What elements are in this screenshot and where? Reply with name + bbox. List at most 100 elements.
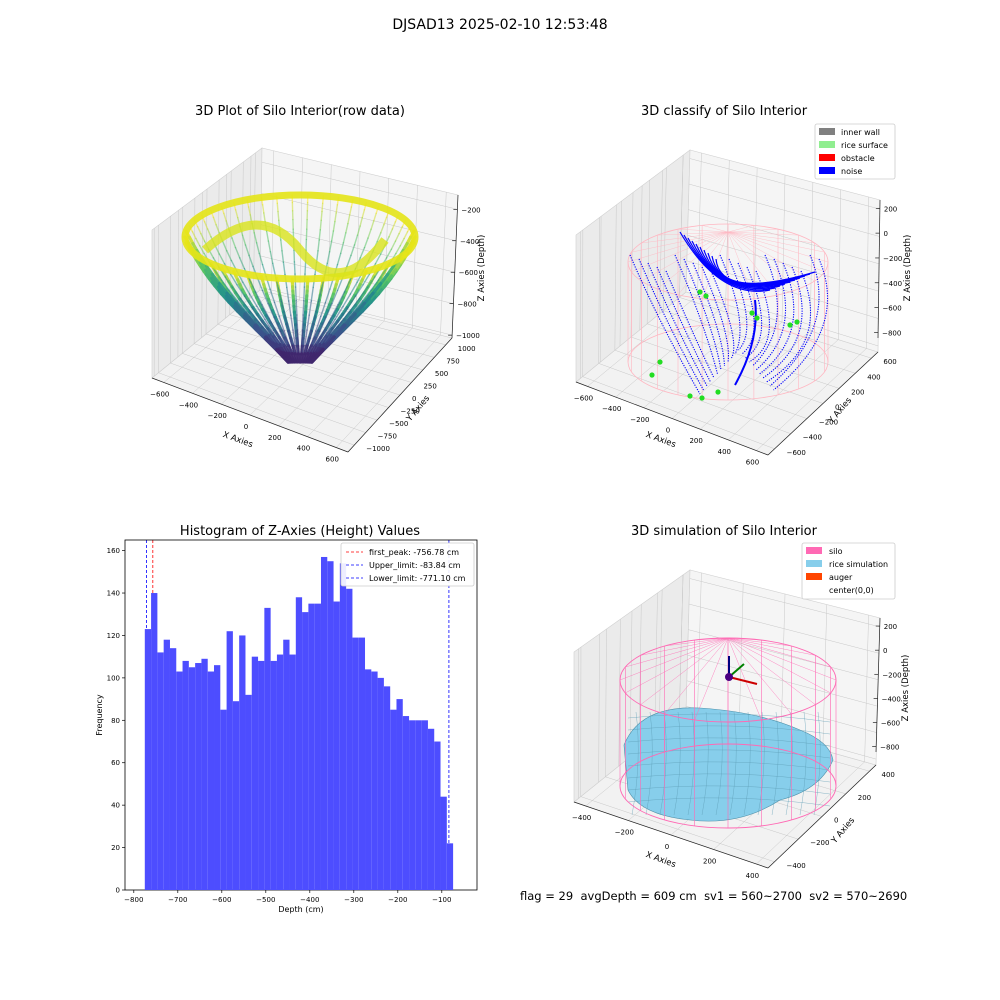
plot1-scan-segment xyxy=(303,286,306,302)
plot1-scan-segment xyxy=(203,221,209,230)
plot1-scan-segment xyxy=(336,252,342,266)
plot1-scan-segment xyxy=(256,305,266,320)
plot1-scan-segment xyxy=(337,291,346,306)
plot1-scan-segment xyxy=(279,346,291,363)
plot1-scan-segment xyxy=(195,237,201,247)
plot4-rice-mesh xyxy=(673,711,681,816)
plot1-scan-segment xyxy=(342,232,347,244)
plot3-bar xyxy=(346,588,353,890)
plot3-y-tick-label: 60 xyxy=(111,759,120,767)
plot2-z-tick-label: 200 xyxy=(884,205,897,213)
plot1-scan-segment xyxy=(332,220,336,232)
plot3-x-tick-label: −700 xyxy=(168,896,187,904)
plot1-scan-segment xyxy=(386,264,396,277)
plot1-scan-segment xyxy=(295,300,298,316)
plot2-x-tick-label: 600 xyxy=(746,459,759,467)
plot1-scan-segment xyxy=(242,281,251,295)
plot2-noise-curve xyxy=(734,299,757,386)
plot1-scan-segment xyxy=(292,329,296,347)
plot3-bar xyxy=(163,639,170,890)
plot2-rice-point xyxy=(703,293,709,299)
plot4-silo-roof xyxy=(625,637,729,668)
plot1-scan-segment xyxy=(233,304,247,318)
plot1-scan-segment xyxy=(228,289,239,302)
plot1-scan-segment xyxy=(210,276,221,289)
plot1-scan-segment xyxy=(296,314,299,331)
plot1-scan-segment xyxy=(212,216,217,226)
plot3-bars xyxy=(144,556,454,890)
plot4-silo-roof xyxy=(727,637,762,641)
plot1-scan-segment xyxy=(253,323,268,339)
plot4-silo-roof xyxy=(619,637,729,681)
plot3-bar xyxy=(302,612,309,890)
plot1-scan-segment xyxy=(275,331,285,348)
plot1-scan-segment xyxy=(251,307,262,322)
plot1-scan-segment xyxy=(331,321,343,336)
plot1-scan-segment xyxy=(343,312,357,327)
plot4-legend-swatch xyxy=(806,573,822,580)
plot2-noise-curve xyxy=(755,258,787,371)
plot1-scan-segment xyxy=(395,244,401,255)
plot1-scan-segment xyxy=(332,323,347,339)
plot3-y-tick-label: 40 xyxy=(111,802,120,810)
plot4-rice-mesh xyxy=(631,711,639,816)
plot1-scan-segment xyxy=(335,204,339,214)
plot1-scan-segment xyxy=(273,316,281,333)
plot1-scan-segment xyxy=(361,298,372,310)
plot1-x-backgrid xyxy=(412,185,418,329)
plot3-y-tick-label: 100 xyxy=(107,674,120,682)
plot4-x-backgrid xyxy=(864,615,869,762)
plot2-noise-curve xyxy=(629,254,701,395)
plot2-legend: inner wall rice surface obstacle noise xyxy=(814,123,896,180)
plot1-y-gridline xyxy=(182,353,378,421)
plot1-y-tick-label: 500 xyxy=(435,370,448,378)
plot1-z-gridline xyxy=(261,161,458,210)
plot3-bar xyxy=(421,720,428,890)
plot1-scan-segment xyxy=(350,244,356,257)
plot1-scan-segment xyxy=(304,329,308,347)
plot3-bar xyxy=(182,660,189,890)
plot4-x-tick-label: 400 xyxy=(746,872,759,880)
plot1-scan-segment xyxy=(284,315,290,332)
plot4-silo-roof xyxy=(727,637,762,721)
plot3-bar xyxy=(239,635,246,890)
plot1-scan-segment xyxy=(277,210,280,222)
plot1-scan-segment xyxy=(304,345,312,363)
plot3-y-label: Frequency xyxy=(95,694,104,736)
plot1-scan-segment xyxy=(204,264,214,277)
plot1-scan-segment xyxy=(342,311,355,325)
plot1-scan-segment xyxy=(239,297,250,311)
plot3-bar xyxy=(207,671,215,890)
plot3-bar xyxy=(383,686,391,890)
plot4-z-tick-label: 0 xyxy=(883,647,887,655)
plot3-legend-box xyxy=(340,542,475,587)
plot1-scan-segment xyxy=(363,237,369,249)
plot1-scan-segment xyxy=(321,335,336,351)
plot1-scan-segment xyxy=(356,225,361,236)
plot2-rice-point xyxy=(749,310,755,316)
plot1-scan-segment xyxy=(281,346,292,363)
plot3-bar xyxy=(396,699,403,890)
plot4-rice-mesh xyxy=(627,725,831,735)
plot1-scan-segment xyxy=(286,286,290,302)
plot2-rice-point xyxy=(657,359,663,365)
plot3-x-tick-label: −100 xyxy=(432,896,451,904)
plot3-bar xyxy=(352,637,359,890)
plot2-legend-box xyxy=(814,123,896,180)
plot2-legend-label: rice surface xyxy=(841,141,888,150)
plot2-x-backgrid xyxy=(866,196,869,349)
plot1-scan-segment xyxy=(312,330,321,348)
plot4-legend: silo rice simulation auger center(0,0) xyxy=(801,542,896,600)
plot2-cyl-roof xyxy=(727,225,754,233)
plot4-x-tick-label: −200 xyxy=(615,828,634,836)
plot1-scan-segment xyxy=(234,246,241,259)
plot1-scan-segment xyxy=(191,231,197,240)
plot2-z-leftgrid xyxy=(599,216,602,363)
plot4-legend-swatch xyxy=(806,547,822,554)
plot4-rice-mesh xyxy=(757,711,765,816)
plot2-x-tick-label: 0 xyxy=(666,427,670,435)
plot3-bar xyxy=(220,709,227,890)
plot4-x-tick-label: 0 xyxy=(665,843,669,851)
plot1-scan-segment xyxy=(371,282,383,295)
